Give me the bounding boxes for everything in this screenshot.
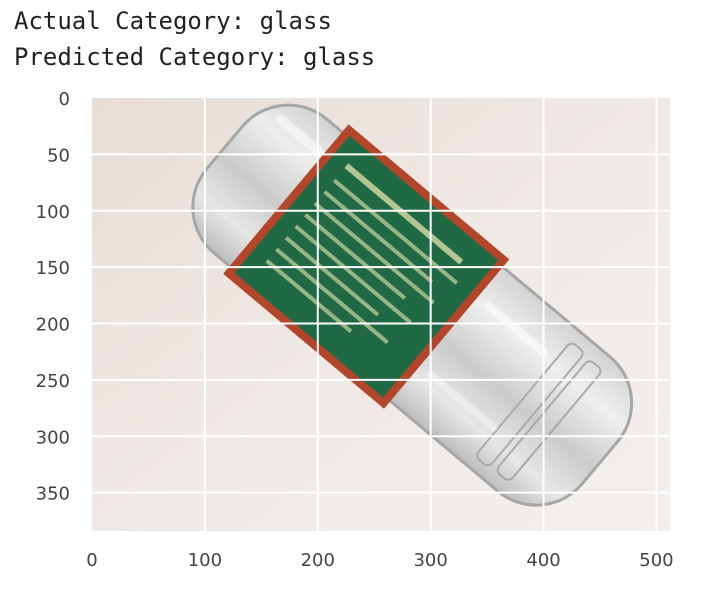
y-tick-label: 0 [59,89,70,110]
photo-image [92,98,670,531]
x-tick-label: 300 [413,550,447,571]
y-tick-label: 150 [36,258,70,279]
y-tick-label: 100 [36,202,70,223]
y-tick-label: 250 [36,371,70,392]
y-tick-label: 50 [47,145,70,166]
predicted-category-value: glass [303,43,376,71]
x-tick-label: 200 [301,550,335,571]
x-tick-label: 100 [188,550,222,571]
y-tick-label: 300 [36,427,70,448]
predicted-category-line: Predicted Category: glass [14,42,375,72]
x-tick-label: 500 [639,550,673,571]
actual-category-label: Actual Category: [14,7,246,35]
x-tick-label: 0 [86,550,97,571]
y-ticks: 0 50 100 150 200 250 300 350 [36,89,70,505]
y-tick-label: 350 [36,484,70,505]
predicted-category-label: Predicted Category: [14,43,289,71]
x-tick-label: 400 [526,550,560,571]
actual-category-line: Actual Category: glass [14,6,332,36]
actual-category-value: glass [259,7,332,35]
y-tick-label: 200 [36,315,70,336]
x-ticks: 0 100 200 300 400 500 [86,550,673,571]
grid-lines [92,98,670,531]
